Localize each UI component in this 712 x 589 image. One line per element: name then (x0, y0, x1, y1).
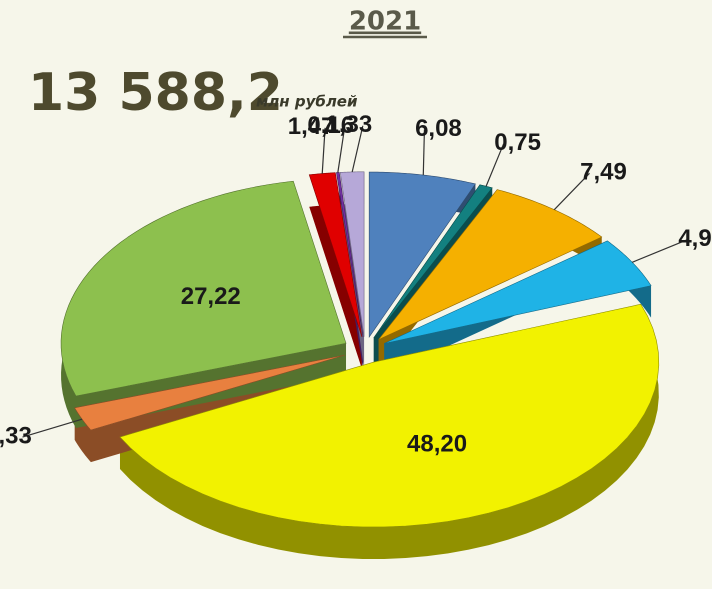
page: 2021 13 588,2 млн рублей 6,08 0,75 7,49 4,9… (0, 0, 712, 589)
data-label: 2,33 (0, 422, 32, 449)
data-label: 4,98 (678, 225, 712, 252)
chart-title: 2021 (349, 7, 421, 37)
data-label: 6,08 (415, 115, 462, 142)
unit: млн рублей (256, 93, 358, 111)
data-label: 48,20 (407, 430, 467, 457)
data-label: 1,33 (325, 111, 372, 138)
data-label: 0,75 (494, 129, 541, 156)
total: 13 588,2 (28, 63, 283, 123)
chart: 2021 13 588,2 млн рублей 6,08 0,75 7,49 4,9… (0, 0, 712, 589)
data-label: 7,49 (580, 159, 627, 186)
data-label: 27,22 (181, 283, 241, 310)
